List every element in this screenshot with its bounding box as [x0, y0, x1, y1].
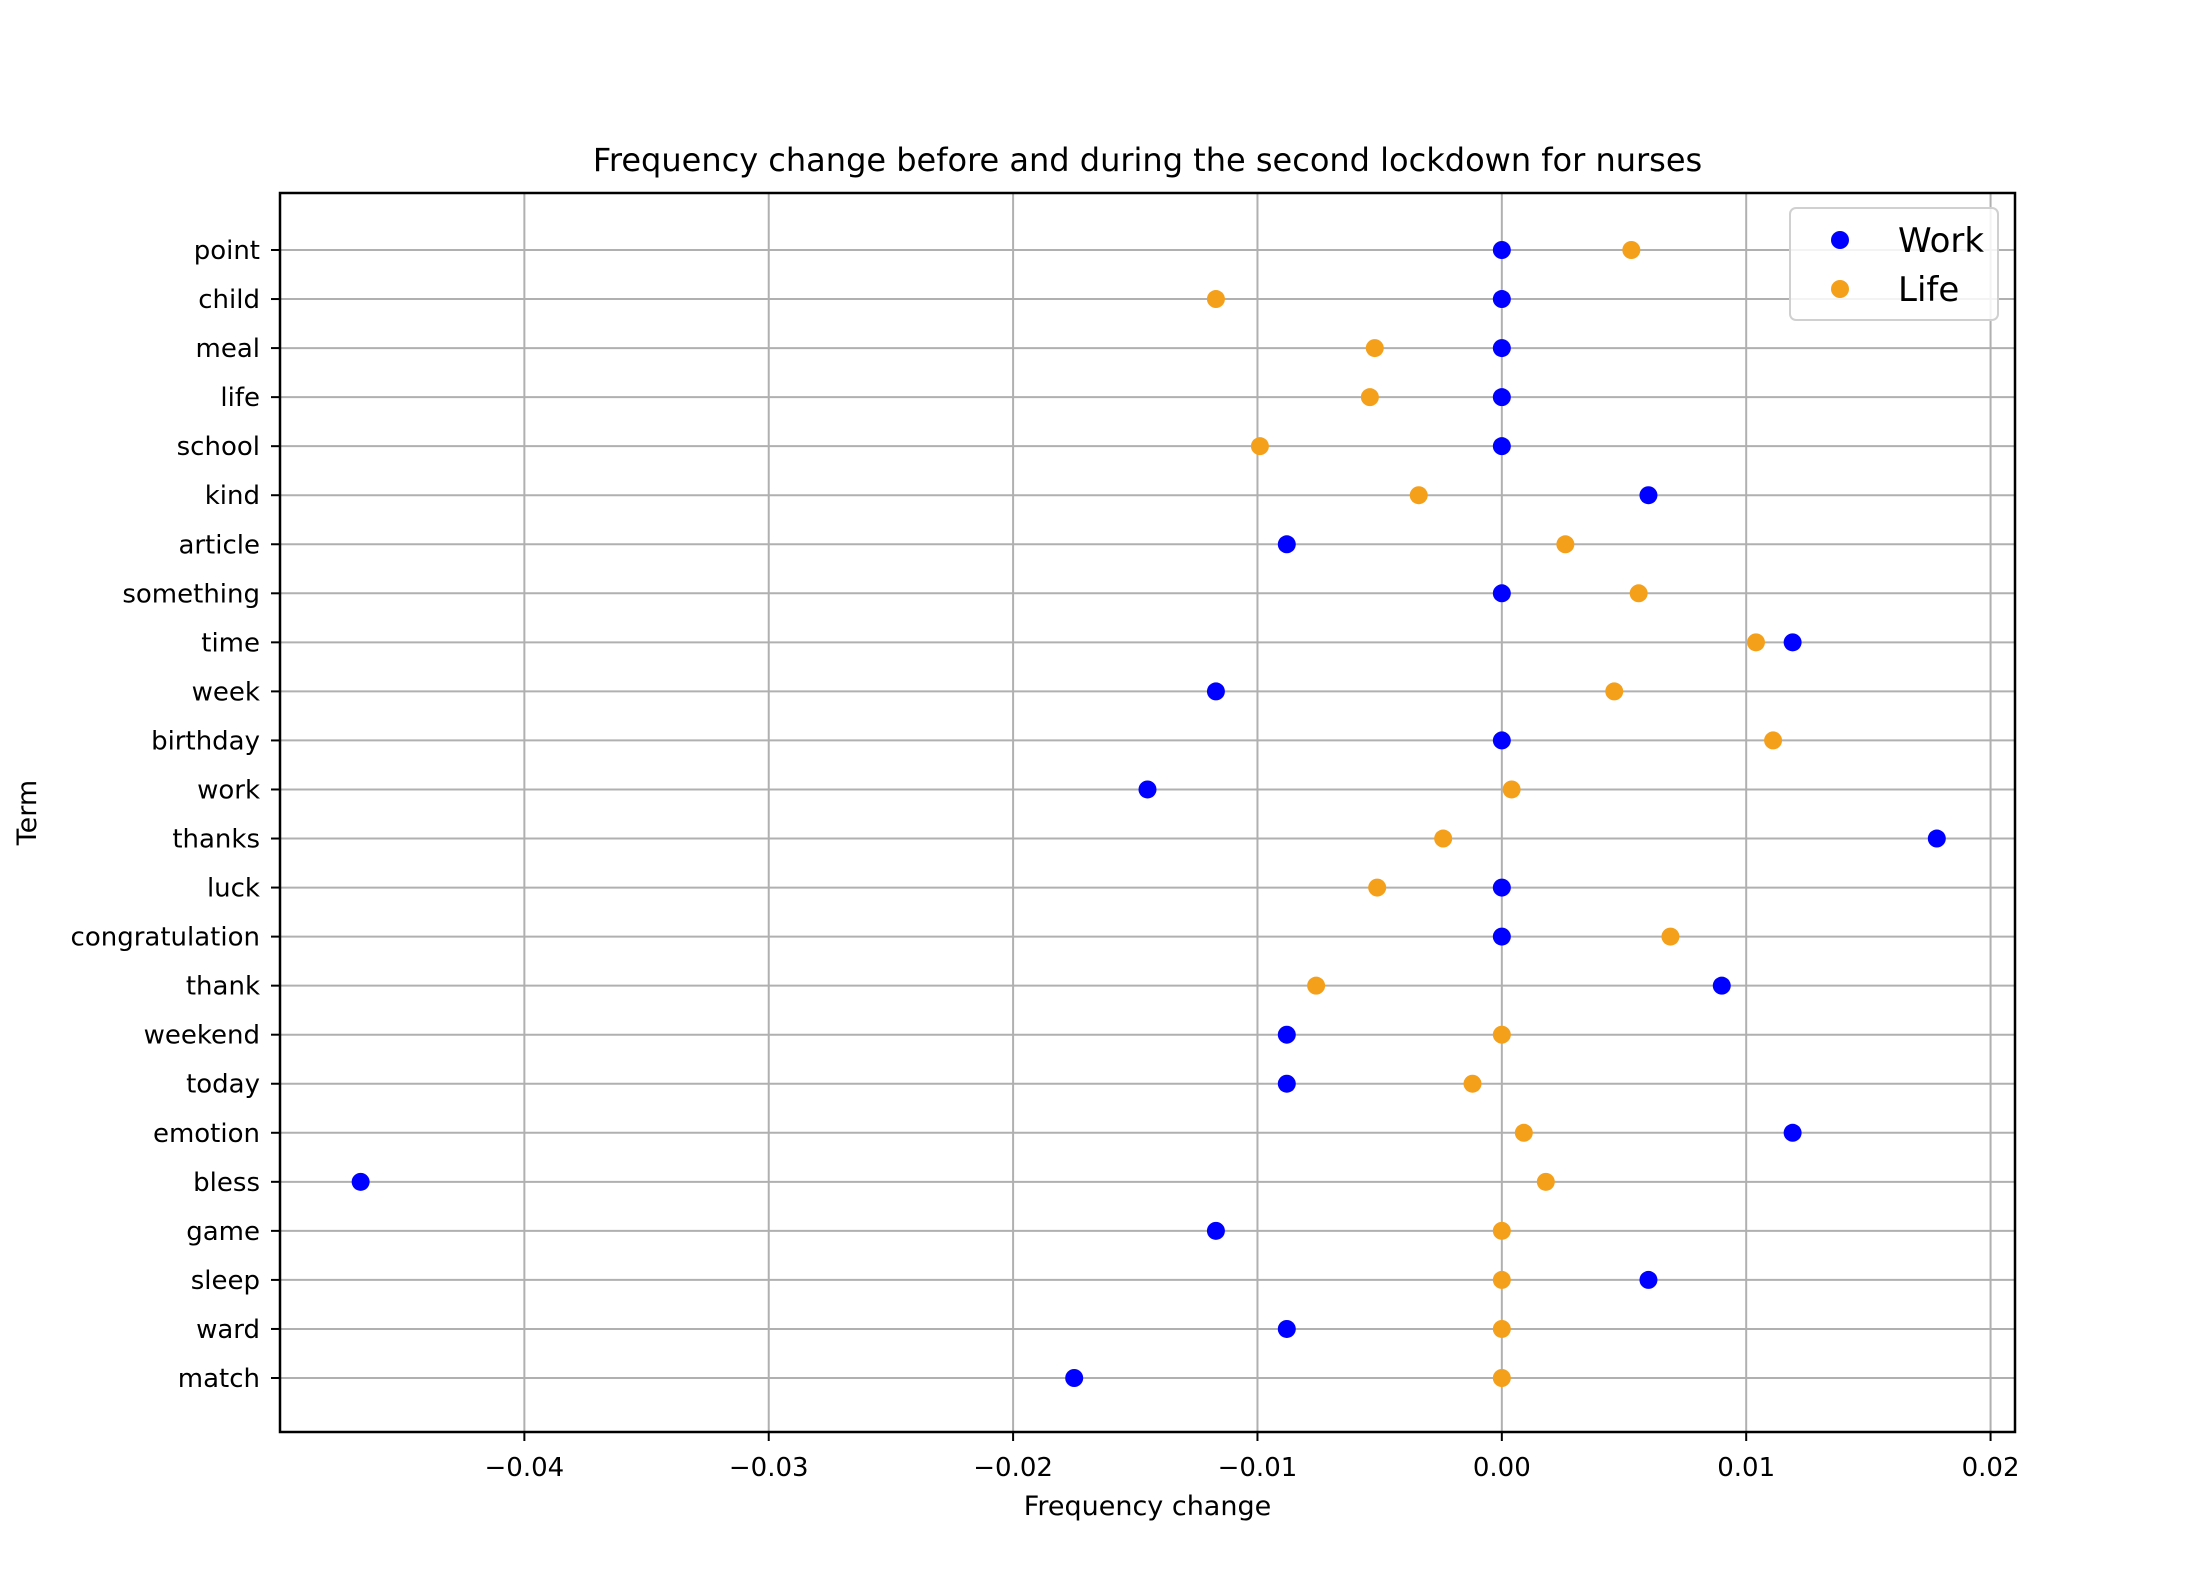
y-tick-label: bless [193, 1168, 260, 1198]
y-tick-label: life [220, 383, 260, 413]
point-work [1712, 976, 1731, 995]
point-work [1639, 486, 1658, 505]
y-tick-label: something [122, 579, 260, 609]
y-tick-label: emotion [153, 1119, 260, 1149]
point-life [1250, 437, 1269, 456]
legend-label: Work [1898, 221, 1984, 261]
point-work [1783, 1123, 1802, 1142]
y-axis-label: Term [12, 780, 43, 846]
chart-title: Frequency change before and during the s… [593, 141, 1702, 179]
point-work [1277, 1319, 1296, 1338]
x-tick-label: −0.01 [1218, 1453, 1298, 1483]
y-tick-label: today [186, 1070, 260, 1100]
point-work [1065, 1369, 1084, 1387]
x-tick-label: 0.01 [1717, 1453, 1775, 1483]
point-life [1463, 1074, 1482, 1093]
point-life [1746, 633, 1765, 652]
point-work [1138, 780, 1157, 799]
point-work [1639, 1270, 1658, 1289]
point-life [1661, 927, 1680, 946]
y-tick-label: kind [205, 481, 260, 511]
y-tick-label: sleep [191, 1266, 260, 1296]
legend-label: Life [1898, 270, 1959, 310]
point-life [1434, 829, 1453, 848]
point-work [1492, 878, 1511, 897]
point-life [1492, 1319, 1511, 1338]
point-life [1492, 1270, 1511, 1289]
point-work [1492, 339, 1511, 358]
y-tick-label: birthday [151, 726, 260, 756]
point-work [351, 1172, 370, 1191]
point-life [1514, 1123, 1533, 1142]
y-tick-label: work [197, 775, 260, 805]
legend-marker [1831, 280, 1849, 298]
point-work [1492, 927, 1511, 946]
point-life [1307, 976, 1326, 995]
point-work [1492, 437, 1511, 456]
legend-marker [1831, 231, 1849, 249]
data-points [351, 241, 1946, 1387]
point-work [1492, 290, 1511, 309]
x-tick-label: −0.03 [729, 1453, 809, 1483]
point-life [1206, 290, 1225, 309]
y-tick-label: school [177, 432, 260, 462]
point-work [1277, 535, 1296, 554]
x-tick-label: −0.04 [485, 1453, 565, 1483]
y-tick-label: match [178, 1364, 260, 1394]
y-tick-label: meal [196, 334, 260, 364]
point-life [1622, 241, 1641, 259]
y-tick-label: week [192, 677, 260, 707]
axis-ticks: −0.04 −0.03 −0.02 −0.01 0.00 0.01 0.02 point chi… [71, 236, 2020, 1483]
point-life [1556, 535, 1575, 554]
x-tick-label: −0.02 [973, 1453, 1053, 1483]
x-axis-label: Frequency change [1024, 1491, 1271, 1522]
y-tick-label: ward [196, 1315, 260, 1345]
y-tick-label: child [198, 285, 260, 315]
plot-frame [278, 191, 2017, 1434]
x-tick-label: 0.00 [1473, 1453, 1531, 1483]
point-life [1605, 682, 1624, 701]
point-work [1927, 829, 1946, 848]
y-tick-label: luck [207, 874, 260, 904]
y-tick-label: game [186, 1217, 260, 1247]
y-tick-label: thank [186, 972, 260, 1002]
point-life [1368, 878, 1387, 897]
point-work [1492, 731, 1511, 750]
point-life [1409, 486, 1428, 505]
y-tick-label: thanks [172, 825, 260, 855]
x-tick-label: 0.02 [1962, 1453, 2020, 1483]
y-tick-label: congratulation [71, 923, 260, 953]
point-work [1277, 1074, 1296, 1093]
grid-lines [280, 193, 2015, 1432]
point-work [1492, 388, 1511, 407]
point-life [1492, 1369, 1511, 1387]
point-life [1764, 731, 1783, 750]
point-work [1277, 1025, 1296, 1044]
point-life [1536, 1172, 1555, 1191]
y-tick-label: point [194, 236, 260, 266]
point-work [1783, 633, 1802, 652]
point-work [1206, 1221, 1225, 1240]
point-life [1492, 1221, 1511, 1240]
point-life [1492, 1025, 1511, 1044]
point-work [1492, 584, 1511, 603]
point-life [1502, 780, 1521, 799]
legend: Work Life [1789, 207, 1999, 321]
y-tick-label: time [201, 628, 260, 658]
point-life [1629, 584, 1648, 603]
y-tick-label: weekend [144, 1021, 260, 1051]
point-life [1365, 339, 1384, 358]
point-life [1360, 388, 1379, 407]
y-tick-label: article [178, 530, 260, 560]
point-work [1206, 682, 1225, 701]
point-work [1492, 241, 1511, 259]
